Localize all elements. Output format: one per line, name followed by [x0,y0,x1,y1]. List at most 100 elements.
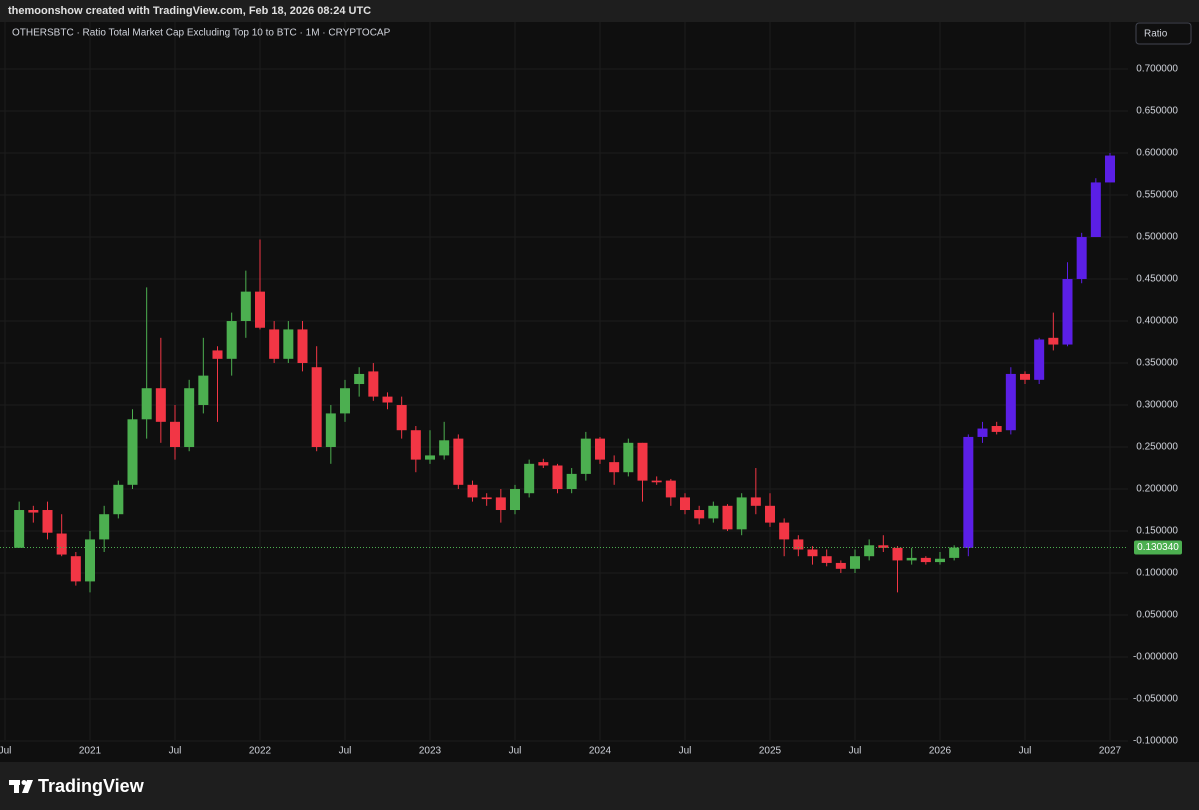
candle-body [325,413,336,448]
candle-body [878,545,889,548]
y-tick-label: 0.300000 [1136,400,1178,411]
y-tick-label: -0.050000 [1133,694,1178,705]
candle-body [510,489,520,511]
scale-button[interactable] [1135,22,1192,45]
candle-body [170,421,180,448]
y-tick-label: 0.500000 [1136,232,1178,243]
x-tick-label: Jul [679,746,692,757]
candle-body [141,388,152,420]
candle-body [609,462,620,473]
candle-body [85,539,95,582]
y-tick-label: 0.250000 [1136,442,1178,453]
candle-body [42,510,53,533]
candle-body [1105,155,1115,183]
candle-body [949,547,960,558]
y-tick-label: 0.450000 [1136,274,1178,285]
y-tick-label: 0.650000 [1136,106,1178,117]
candle-body [127,419,138,485]
candle-body [56,533,67,555]
candle-body [113,484,124,515]
candle-body [382,396,393,403]
candle-body [580,438,591,474]
footer-brand: TradingView [38,776,145,796]
candle-body [396,405,407,431]
candle-body [566,473,577,490]
candle-body [963,436,974,548]
header-text: themoonshow created with TradingView.com… [8,5,371,17]
last-price-label: 0.130340 [1137,542,1179,553]
chart-title: OTHERSBTC · Ratio Total Market Cap Exclu… [12,28,391,39]
candle-body [255,291,265,328]
candle-body [240,291,251,322]
candle-body [977,428,988,437]
y-tick-label: -0.100000 [1133,736,1178,747]
x-tick-label: 2022 [249,746,272,757]
candle-body [835,562,846,569]
y-tick-label: 0.200000 [1136,484,1178,495]
y-tick-label: 0.700000 [1136,64,1178,75]
candle-body [467,484,478,498]
candle-body [750,497,761,506]
x-tick-label: Jul [339,746,352,757]
candle-body [651,480,662,483]
x-tick-label: Jul [509,746,522,757]
y-tick-label: 0.400000 [1136,316,1178,327]
candle-body [14,510,25,548]
candle-body [708,505,719,519]
candle-body [1076,237,1087,280]
logo [9,780,33,793]
candle-body [198,375,209,406]
candle-body [765,505,775,523]
candle-body [892,547,903,561]
candle-body [495,497,506,511]
candle-body [297,329,308,364]
y-tick-label: 0.600000 [1136,148,1178,159]
candle-body [793,539,804,550]
candle-body [368,371,379,397]
candle-body [269,329,280,359]
x-tick-label: 2026 [929,746,952,757]
x-tick-label: Jul [0,746,11,757]
candle-body [155,388,166,422]
x-tick-label: 2027 [1099,746,1122,757]
scale-button-label[interactable]: Ratio [1144,29,1168,40]
candle-body [864,545,875,557]
y-tick-label: 0.350000 [1136,358,1178,369]
candle-body [665,480,676,498]
candle-body [637,442,648,481]
candle-body [1090,182,1101,238]
logo-stem [14,780,19,793]
candle-body [1020,373,1030,380]
x-tick-label: Jul [169,746,182,757]
candle-body [340,388,350,414]
candle-body [1048,337,1059,345]
axes: 0.700000 0.650000 0.600000 0.550000 0.500000… [0,64,1182,757]
y-tick-label: 0.550000 [1136,190,1178,201]
candle-body [779,522,790,540]
candle-body [821,556,832,563]
candle-body [552,465,563,490]
logo-slash [22,780,33,793]
candle-body [694,510,705,519]
candle-body [722,505,733,530]
candle-body [623,442,634,473]
candle-body [425,455,435,460]
y-tick-label: -0.000000 [1133,652,1178,663]
x-tick-label: 2023 [419,746,442,757]
candle-body [453,438,464,485]
candle-body [524,463,535,494]
candle-body [283,329,294,359]
candle-body [439,440,450,456]
candle-body [538,462,549,466]
candle-body [991,426,1002,432]
x-tick-label: Jul [849,746,862,757]
y-tick-label: 0.050000 [1136,610,1178,621]
candle-body [680,497,690,511]
y-tick-label: 0.100000 [1136,568,1178,579]
x-tick-label: Jul [1019,746,1032,757]
candle-body [184,388,195,448]
candle-body [354,373,365,385]
candle-body [99,514,110,540]
